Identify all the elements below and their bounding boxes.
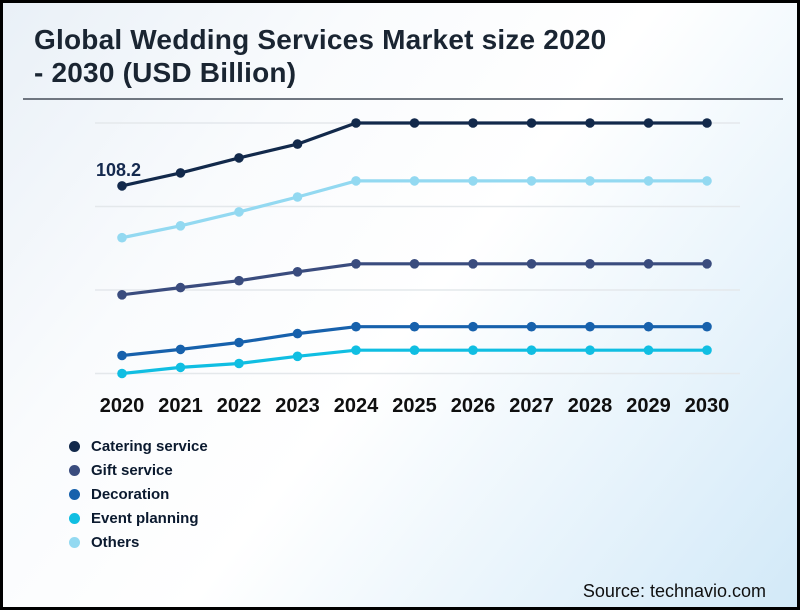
data-point-catering-service-2029	[643, 118, 654, 128]
data-point-others-2030	[702, 176, 712, 186]
data-point-decoration-2022	[234, 337, 244, 348]
data-point-others-2024	[351, 176, 361, 186]
data-point-gift-service-2030	[702, 259, 712, 269]
data-point-decoration-2024	[351, 321, 361, 332]
legend-swatch-icon	[69, 513, 80, 524]
data-point-decoration-2020	[117, 350, 127, 361]
data-point-decoration-2030	[702, 321, 712, 332]
x-axis-label-2021: 2021	[158, 395, 203, 417]
data-point-gift-service-2025	[409, 259, 420, 269]
x-axis-label-2027: 2027	[509, 395, 554, 417]
data-point-event-planning-2030	[702, 345, 712, 356]
x-axis-label-2024: 2024	[334, 395, 379, 417]
legend-swatch-icon	[69, 537, 80, 548]
data-point-others-2027	[526, 176, 537, 186]
x-axis-label-2029: 2029	[626, 395, 671, 417]
data-point-decoration-2021	[175, 344, 186, 355]
data-point-decoration-2028	[585, 321, 595, 332]
data-point-event-planning-2024	[351, 345, 361, 356]
x-axis-label-2026: 2026	[451, 395, 496, 417]
data-point-gift-service-2021	[175, 282, 186, 293]
x-axis-label-2022: 2022	[217, 395, 262, 417]
data-point-catering-service-2022	[234, 153, 244, 163]
data-point-gift-service-2029	[643, 259, 654, 269]
legend-swatch-icon	[69, 489, 80, 500]
source-attribution: Source: technavio.com	[582, 581, 766, 601]
data-point-event-planning-2020	[117, 368, 127, 379]
legend-label: Decoration	[91, 486, 170, 503]
data-point-others-2028	[585, 176, 595, 186]
data-point-decoration-2025	[409, 321, 420, 332]
data-point-others-2022	[234, 207, 244, 217]
data-point-catering-service-2026	[468, 118, 478, 128]
data-point-catering-service-2020	[117, 181, 127, 191]
data-point-decoration-2027	[526, 321, 537, 332]
data-point-event-planning-2029	[643, 345, 654, 356]
data-point-catering-service-2021	[175, 168, 186, 178]
title-divider	[23, 98, 783, 100]
data-point-others-2020	[117, 232, 127, 243]
x-axis-label-2025: 2025	[392, 395, 437, 417]
data-point-gift-service-2027	[526, 259, 537, 269]
x-axis-label-2028: 2028	[568, 395, 613, 417]
data-point-event-planning-2022	[234, 358, 244, 369]
data-point-catering-service-2027	[526, 118, 537, 128]
data-point-event-planning-2027	[526, 345, 537, 356]
legend-label: Catering service	[91, 438, 208, 455]
data-point-event-planning-2023	[292, 351, 303, 362]
data-point-decoration-2029	[643, 321, 654, 332]
legend-item-catering-service: Catering service	[69, 439, 208, 454]
data-point-others-2025	[409, 176, 420, 186]
x-axis-label-2023: 2023	[275, 395, 320, 417]
legend-swatch-icon	[69, 441, 80, 452]
data-point-decoration-2023	[292, 328, 303, 339]
chart-title: Global Wedding Services Market size 2020…	[34, 23, 764, 89]
data-point-catering-service-2024	[351, 118, 361, 128]
data-point-gift-service-2022	[234, 275, 244, 286]
data-point-event-planning-2026	[468, 345, 478, 356]
data-point-catering-service-2023	[292, 139, 303, 149]
data-point-gift-service-2026	[468, 259, 478, 269]
x-axis-label-2020: 2020	[100, 395, 145, 417]
data-point-event-planning-2025	[409, 345, 420, 356]
legend-item-event-planning: Event planning	[69, 511, 208, 526]
legend-label: Event planning	[91, 510, 199, 527]
legend-item-gift-service: Gift service	[69, 463, 208, 478]
data-point-event-planning-2021	[175, 362, 186, 373]
data-point-others-2023	[292, 192, 303, 202]
data-point-gift-service-2024	[351, 259, 361, 269]
data-point-others-2026	[468, 176, 478, 186]
data-point-gift-service-2028	[585, 259, 595, 269]
data-point-gift-service-2023	[292, 267, 303, 277]
legend-item-decoration: Decoration	[69, 487, 208, 502]
data-point-decoration-2026	[468, 321, 478, 332]
data-point-gift-service-2020	[117, 290, 127, 300]
data-point-event-planning-2028	[585, 345, 595, 356]
data-point-catering-service-2030	[702, 118, 712, 128]
legend-item-others: Others	[69, 535, 208, 550]
data-point-others-2021	[175, 221, 186, 231]
data-point-catering-service-2028	[585, 118, 595, 128]
line-chart: 2020 2021 2022 2023 2024 2025 2026 2027 2028 2029…	[95, 118, 740, 417]
chart-title-line1: Global Wedding Services Market size 2020	[34, 24, 607, 55]
legend-label: Gift service	[91, 462, 173, 479]
legend-label: Others	[91, 534, 140, 551]
chart-title-line2: - 2030 (USD Billion)	[34, 57, 297, 88]
first-point-data-label: 108.2	[96, 160, 142, 180]
chart-legend: Catering service Gift service Decoration Ev…	[69, 439, 208, 550]
legend-swatch-icon	[69, 465, 80, 476]
data-point-others-2029	[643, 176, 654, 186]
x-axis-label-2030: 2030	[685, 395, 730, 417]
data-point-catering-service-2025	[409, 118, 420, 128]
series-line-others	[121, 179, 707, 240]
